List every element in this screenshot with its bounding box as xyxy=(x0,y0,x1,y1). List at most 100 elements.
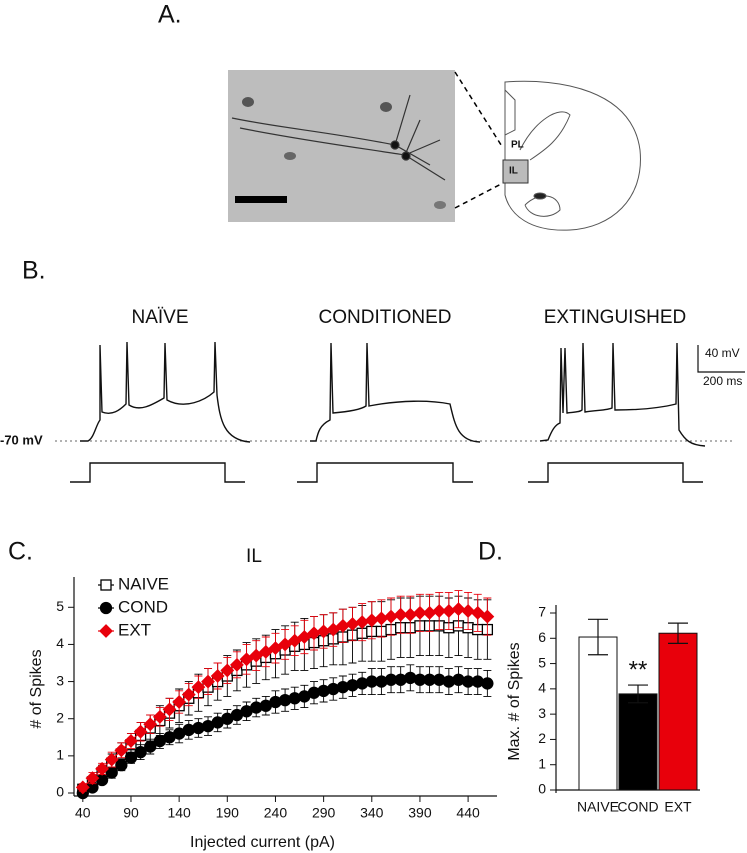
x-axis-label: Injected current (pA) xyxy=(190,834,335,851)
marker xyxy=(451,602,466,617)
x-tick-label: 340 xyxy=(360,805,384,821)
marker xyxy=(115,758,128,772)
x-tick-label: COND xyxy=(617,799,658,815)
y-tick-label: 7 xyxy=(538,604,546,620)
condition-label: EXTINGUISHED xyxy=(544,307,687,328)
y-tick-label: 1 xyxy=(56,747,64,763)
x-tick-label: 240 xyxy=(264,805,288,821)
x-tick-label: 140 xyxy=(167,805,191,821)
scale-label: 200 ms xyxy=(703,374,742,388)
y-axis-label: Max. # of Spikes xyxy=(506,642,523,760)
region-label: PL xyxy=(511,140,524,151)
bar xyxy=(578,636,618,791)
stimulus-trace xyxy=(528,462,703,483)
bar xyxy=(658,632,698,791)
error-bar xyxy=(628,684,648,704)
marker xyxy=(144,740,157,753)
marker xyxy=(239,652,254,667)
panel-label: C. xyxy=(8,538,33,566)
marker xyxy=(393,607,408,622)
marker xyxy=(287,633,302,648)
marker xyxy=(268,641,283,656)
y-tick-label: 6 xyxy=(538,629,546,645)
il-box xyxy=(502,159,529,184)
marker xyxy=(432,604,447,618)
neuron-drawing xyxy=(231,94,446,209)
stimulus-trace xyxy=(70,462,245,483)
marker xyxy=(134,745,147,759)
marker xyxy=(85,771,100,786)
scale-bar xyxy=(235,196,287,203)
region-label: IL xyxy=(509,166,518,177)
legend-label: EXT xyxy=(118,620,151,639)
panel-label: D. xyxy=(478,538,503,566)
zoom-line xyxy=(454,71,504,149)
x-tick-label: 440 xyxy=(456,805,480,821)
marker xyxy=(441,604,456,618)
marker xyxy=(124,751,138,764)
scale-label: 40 mV xyxy=(705,346,740,360)
marker xyxy=(258,644,273,659)
marker xyxy=(461,604,476,618)
voltage-trace xyxy=(310,342,481,443)
legend-label: COND xyxy=(118,597,168,616)
y-tick-label: 4 xyxy=(56,635,64,651)
marker xyxy=(201,674,215,689)
y-tick-label: 1 xyxy=(538,755,546,771)
marker xyxy=(133,724,148,739)
y-tick-label: 0 xyxy=(56,784,64,800)
marker xyxy=(374,611,389,626)
x-tick-label: NAIVE xyxy=(577,799,619,815)
marker xyxy=(143,717,158,732)
stimulus-trace xyxy=(297,462,473,483)
y-tick-label: 5 xyxy=(56,598,64,614)
marker xyxy=(326,622,341,637)
marker xyxy=(470,605,485,620)
marker xyxy=(422,605,437,620)
marker xyxy=(95,761,109,776)
scale-bar xyxy=(697,345,745,373)
x-tick-label: 40 xyxy=(75,805,91,821)
marker xyxy=(152,709,167,724)
y-tick-label: 5 xyxy=(538,654,546,670)
marker xyxy=(220,663,235,678)
marker xyxy=(297,630,312,644)
bar xyxy=(618,693,658,791)
marker xyxy=(114,743,129,758)
x-tick-label: 190 xyxy=(216,805,240,821)
y-tick-label: 2 xyxy=(56,709,64,725)
marker xyxy=(403,607,418,622)
marker xyxy=(384,609,398,624)
marker xyxy=(278,637,293,652)
x-tick-label: 390 xyxy=(408,805,432,821)
chart-title: IL xyxy=(246,546,262,567)
x-tick-label: EXT xyxy=(664,799,692,815)
marker xyxy=(364,613,379,628)
marker xyxy=(480,609,495,624)
marker xyxy=(162,702,177,717)
marker xyxy=(481,677,494,690)
marker xyxy=(413,605,427,620)
marker xyxy=(124,734,138,748)
marker xyxy=(249,648,264,663)
x-tick-label: 90 xyxy=(123,805,139,821)
y-tick-label: 0 xyxy=(538,781,546,797)
marker xyxy=(172,695,187,709)
error-bar xyxy=(588,618,608,656)
y-axis-label: # of Spikes xyxy=(28,649,45,728)
zoom-line xyxy=(454,182,504,209)
marker xyxy=(230,657,244,672)
marker xyxy=(99,624,113,638)
panel-label: A. xyxy=(158,1,182,29)
condition-label: CONDITIONED xyxy=(319,307,452,328)
marker xyxy=(191,680,206,695)
brain-schematic xyxy=(504,80,641,231)
error-bar xyxy=(668,622,688,644)
voltage-trace xyxy=(80,341,251,443)
marker xyxy=(99,601,113,615)
panel-label: B. xyxy=(22,257,46,285)
voltage-trace xyxy=(539,342,706,447)
y-tick-label: 3 xyxy=(538,705,546,721)
